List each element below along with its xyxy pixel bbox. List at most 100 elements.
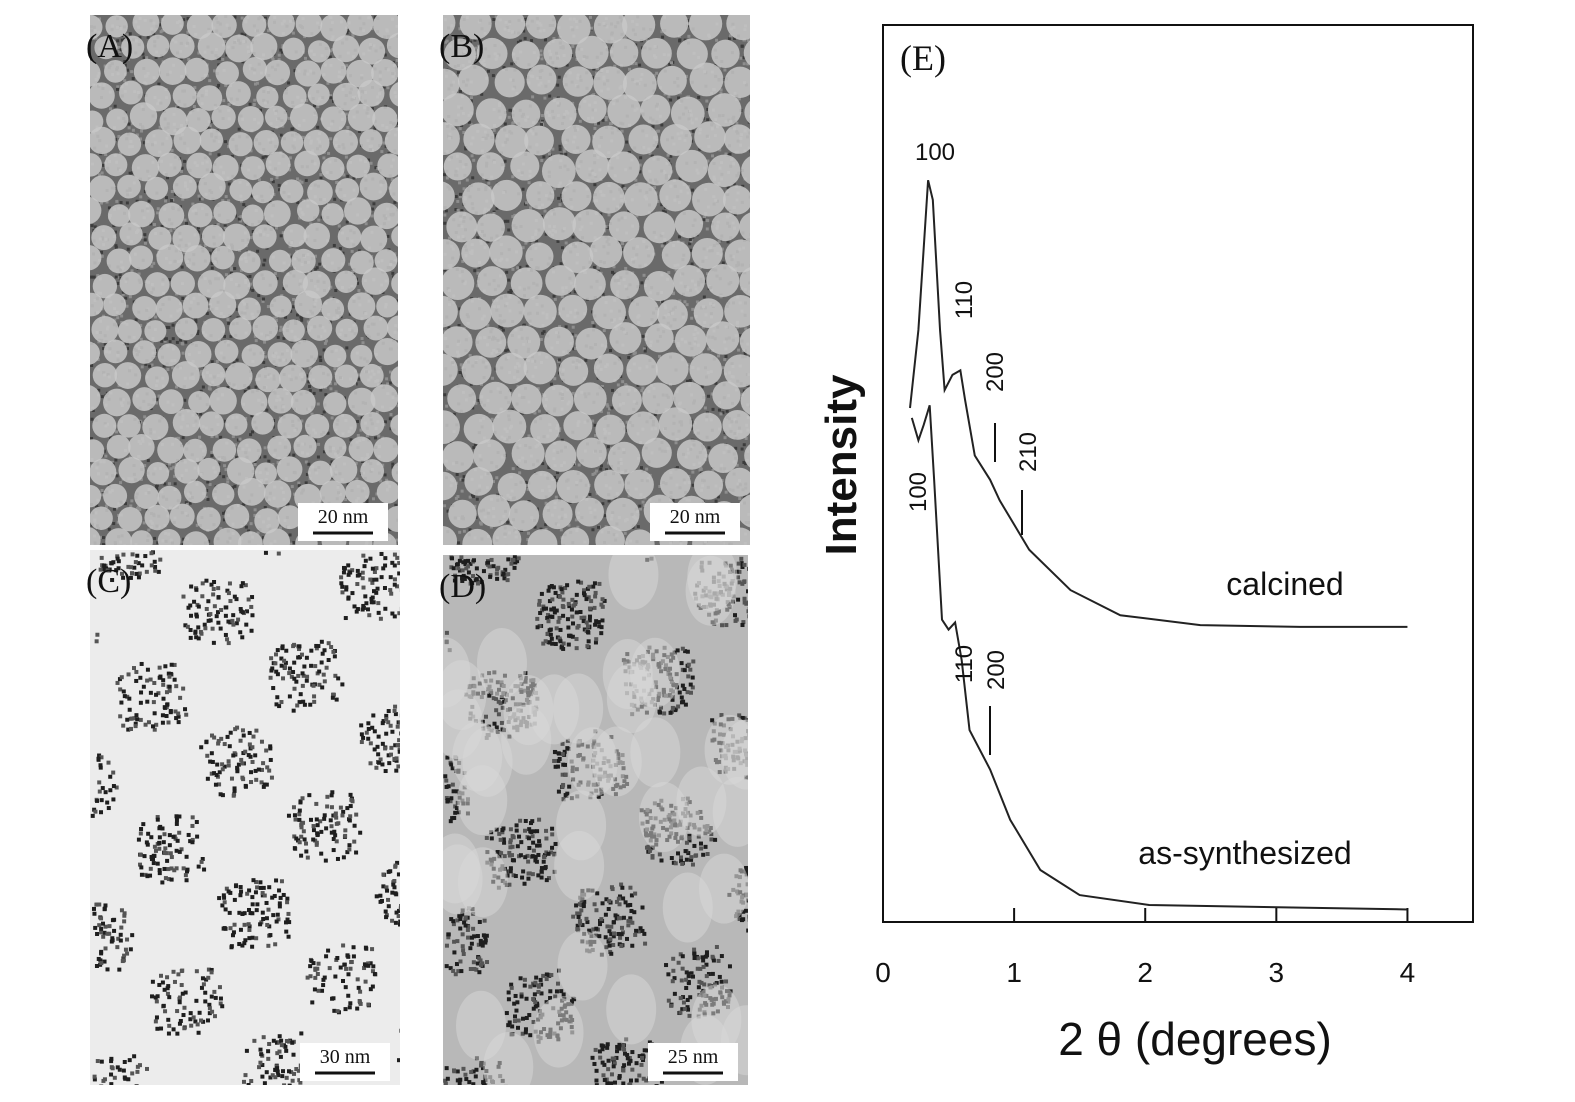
noise xyxy=(239,219,243,223)
pore xyxy=(132,387,157,412)
pore xyxy=(155,295,183,323)
noise xyxy=(578,119,582,123)
noise xyxy=(593,183,597,187)
noise xyxy=(721,261,725,265)
noise xyxy=(591,419,595,423)
noise xyxy=(740,447,744,451)
noise xyxy=(329,94,333,98)
noise xyxy=(454,208,458,212)
noise xyxy=(226,477,230,481)
noise xyxy=(140,365,144,369)
noise xyxy=(244,525,248,529)
noise xyxy=(356,434,360,438)
noise xyxy=(648,152,652,156)
noise xyxy=(319,388,323,392)
pore xyxy=(237,477,266,506)
noise xyxy=(271,180,275,184)
noise xyxy=(253,98,257,102)
noise xyxy=(261,299,265,303)
noise xyxy=(449,440,453,444)
noise xyxy=(559,262,563,266)
noise xyxy=(93,225,97,229)
noise xyxy=(276,506,280,510)
noise xyxy=(491,480,495,484)
pore xyxy=(361,267,390,295)
noise xyxy=(147,528,151,532)
noise xyxy=(180,407,184,411)
noise xyxy=(470,154,474,158)
noise xyxy=(128,32,132,36)
noise xyxy=(594,122,598,126)
pore xyxy=(295,15,323,38)
noise xyxy=(503,219,507,223)
noise xyxy=(724,355,728,359)
pore xyxy=(103,483,128,508)
noise xyxy=(130,269,134,273)
noise xyxy=(380,150,384,154)
noise xyxy=(455,472,459,476)
noise xyxy=(443,221,447,225)
noise xyxy=(357,373,361,377)
noise xyxy=(391,462,395,466)
noise xyxy=(95,504,99,508)
noise xyxy=(185,502,189,506)
pore xyxy=(263,200,291,227)
noise xyxy=(557,75,561,79)
noise xyxy=(610,270,614,274)
pore xyxy=(320,57,347,84)
noise xyxy=(541,331,545,335)
pore xyxy=(307,83,330,106)
noise xyxy=(207,307,211,311)
noise xyxy=(115,474,119,478)
noise xyxy=(288,168,292,172)
noise xyxy=(257,294,261,298)
noise xyxy=(357,377,361,381)
noise xyxy=(223,464,227,468)
noise xyxy=(314,267,318,271)
pore xyxy=(197,32,226,61)
noise xyxy=(383,473,387,477)
noise xyxy=(511,267,515,271)
noise xyxy=(511,467,515,471)
noise xyxy=(540,114,544,118)
noise xyxy=(199,197,203,201)
noise xyxy=(503,159,507,163)
noise xyxy=(326,431,330,435)
noise xyxy=(157,394,161,398)
noise xyxy=(691,129,695,133)
noise xyxy=(118,273,122,277)
noise xyxy=(183,218,187,222)
noise xyxy=(222,511,226,515)
pore xyxy=(90,82,115,109)
noise xyxy=(143,415,147,419)
noise xyxy=(388,417,392,421)
pore xyxy=(372,106,398,132)
pore xyxy=(237,531,263,545)
noise xyxy=(461,259,465,263)
noise xyxy=(357,289,361,293)
noise xyxy=(148,364,152,368)
noise xyxy=(119,201,123,205)
noise xyxy=(444,209,448,213)
noise xyxy=(235,456,239,460)
noise xyxy=(110,460,114,464)
noise xyxy=(316,125,320,129)
noise xyxy=(370,214,374,218)
noise xyxy=(501,328,505,332)
noise xyxy=(382,141,386,145)
noise xyxy=(113,230,117,234)
noise xyxy=(456,71,460,75)
noise xyxy=(146,459,150,463)
pore xyxy=(358,37,386,65)
noise xyxy=(170,190,174,194)
noise xyxy=(556,434,560,438)
noise xyxy=(322,410,326,414)
noise xyxy=(113,318,117,322)
pore xyxy=(334,270,358,293)
noise xyxy=(338,247,342,251)
noise xyxy=(386,382,390,386)
noise xyxy=(473,269,477,273)
noise xyxy=(344,497,348,501)
noise xyxy=(518,39,522,43)
noise xyxy=(638,63,642,67)
